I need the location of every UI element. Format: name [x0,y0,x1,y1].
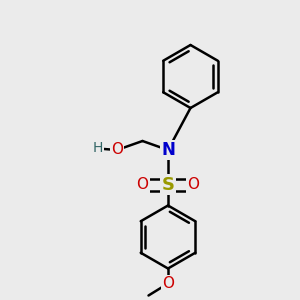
Text: H: H [92,142,103,155]
Text: O: O [111,142,123,158]
Text: O: O [162,276,174,291]
Text: S: S [161,176,175,194]
Text: O: O [188,177,200,192]
Text: N: N [161,141,175,159]
Text: O: O [136,177,148,192]
